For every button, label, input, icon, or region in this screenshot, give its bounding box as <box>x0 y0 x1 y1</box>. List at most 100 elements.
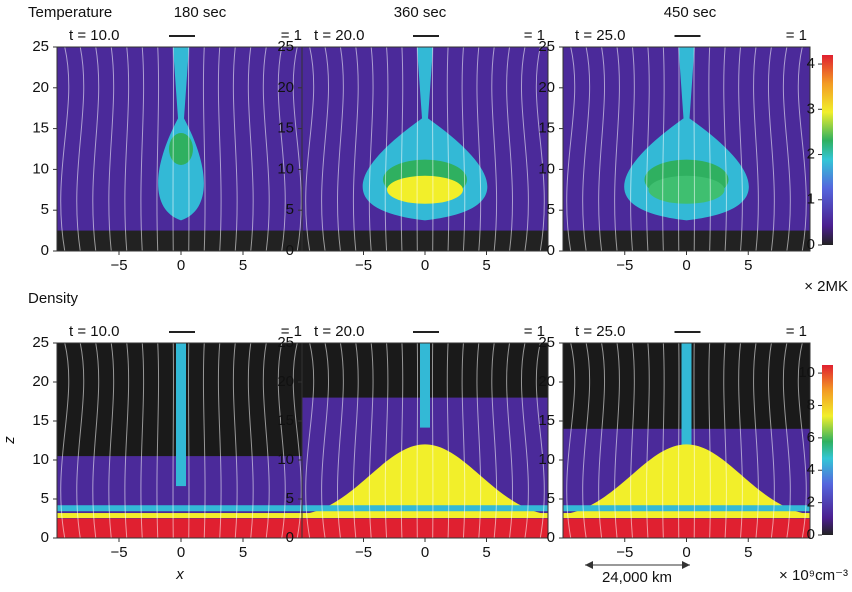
field-line <box>767 343 775 538</box>
z-tick-label: 15 <box>538 412 555 429</box>
z-tick-label: 0 <box>41 529 49 546</box>
colorbar-tick-label: 8 <box>807 396 815 413</box>
field-line <box>305 343 315 538</box>
z-tick-label: 15 <box>277 120 294 137</box>
x-tick-label: 5 <box>239 257 247 274</box>
z-tick-label: 0 <box>286 529 294 546</box>
colorbar-unit: × 10⁹cm⁻³ <box>779 567 848 584</box>
chromosphere <box>302 230 548 251</box>
field-line <box>217 343 222 538</box>
field-line <box>384 343 389 538</box>
time-label: t = 25.0 <box>575 323 625 340</box>
dome <box>302 444 548 515</box>
field-line <box>337 47 344 251</box>
scale-bar-label: 24,000 km <box>602 569 672 586</box>
colorbar-tick-label: 6 <box>807 429 815 446</box>
field-line <box>723 343 727 538</box>
x-tick-label: 0 <box>421 257 429 274</box>
field-line <box>678 47 680 251</box>
field-line <box>678 343 680 538</box>
field-line <box>305 47 315 251</box>
z-tick-label: 5 <box>286 490 294 507</box>
z-tick-label: 5 <box>286 201 294 218</box>
field-line <box>140 47 145 251</box>
field-line <box>767 47 775 251</box>
z-tick-label: 25 <box>277 334 294 351</box>
z-tick-label: 5 <box>41 490 49 507</box>
field-line <box>630 343 635 538</box>
z-tick-label: 0 <box>41 242 49 259</box>
z-tick-label: 10 <box>538 451 555 468</box>
arrow-label: = 1 <box>524 323 545 340</box>
colorbar-tick-label: 1 <box>807 191 815 208</box>
z-tick-label: 15 <box>32 120 49 137</box>
field-line <box>598 343 606 538</box>
field-line <box>566 343 576 538</box>
field-line <box>738 47 743 251</box>
z-tick-label: 25 <box>32 38 49 55</box>
field-line <box>108 343 115 538</box>
field-line <box>693 343 695 538</box>
field-line <box>400 343 404 538</box>
z-tick-label: 15 <box>32 412 49 429</box>
field-line <box>476 47 482 251</box>
z-tick-label: 10 <box>538 160 555 177</box>
column-title: 360 sec <box>394 4 447 21</box>
field-image <box>302 343 548 538</box>
z-tick-label: 20 <box>32 79 49 96</box>
field-line <box>708 343 711 538</box>
colorbar <box>822 365 833 535</box>
core <box>169 133 193 165</box>
field-line <box>187 47 190 251</box>
time-label: t = 10.0 <box>69 27 119 44</box>
field-line <box>598 47 606 251</box>
field-line <box>277 343 286 538</box>
jet <box>420 343 430 428</box>
field-line <box>384 47 389 251</box>
field-line <box>431 47 434 251</box>
field-line <box>292 343 302 538</box>
z-tick-label: 25 <box>277 38 294 55</box>
x-tick-label: −5 <box>110 544 127 561</box>
z-tick-label: 25 <box>32 334 49 351</box>
field-line <box>172 47 175 251</box>
field-line <box>368 343 374 538</box>
field-line <box>797 343 807 538</box>
field-line <box>520 343 529 538</box>
field-image <box>563 343 810 538</box>
z-tick-label: 10 <box>32 160 49 177</box>
z-tick-label: 0 <box>547 529 555 546</box>
x-tick-label: −5 <box>355 544 372 561</box>
time-label: t = 25.0 <box>575 27 625 44</box>
field-line <box>202 343 206 538</box>
field-line <box>431 343 434 538</box>
colorbar-tick-label: 3 <box>807 100 815 117</box>
field-line <box>262 47 270 251</box>
time-label: t = 10.0 <box>69 323 119 340</box>
field-line <box>520 47 529 251</box>
core <box>387 175 463 204</box>
photosphere <box>302 518 548 538</box>
colorbar-tick-label: 10 <box>798 364 815 381</box>
field-line <box>368 47 374 251</box>
band <box>302 505 548 512</box>
field-line <box>491 47 498 251</box>
arrow-label: = 1 <box>786 323 807 340</box>
field-line <box>416 343 419 538</box>
field-image <box>302 47 548 251</box>
field-image <box>57 343 305 538</box>
field-line <box>247 47 254 251</box>
field-line <box>60 343 70 538</box>
field-line <box>247 343 254 538</box>
z-tick-label: 5 <box>547 490 555 507</box>
field-line <box>476 343 482 538</box>
z-tick-label: 0 <box>286 242 294 259</box>
z-tick-label: 20 <box>32 373 49 390</box>
field-line <box>797 47 807 251</box>
x-tick-label: −5 <box>355 257 372 274</box>
field-line <box>446 47 450 251</box>
field-line <box>156 47 160 251</box>
field-line <box>446 343 450 538</box>
